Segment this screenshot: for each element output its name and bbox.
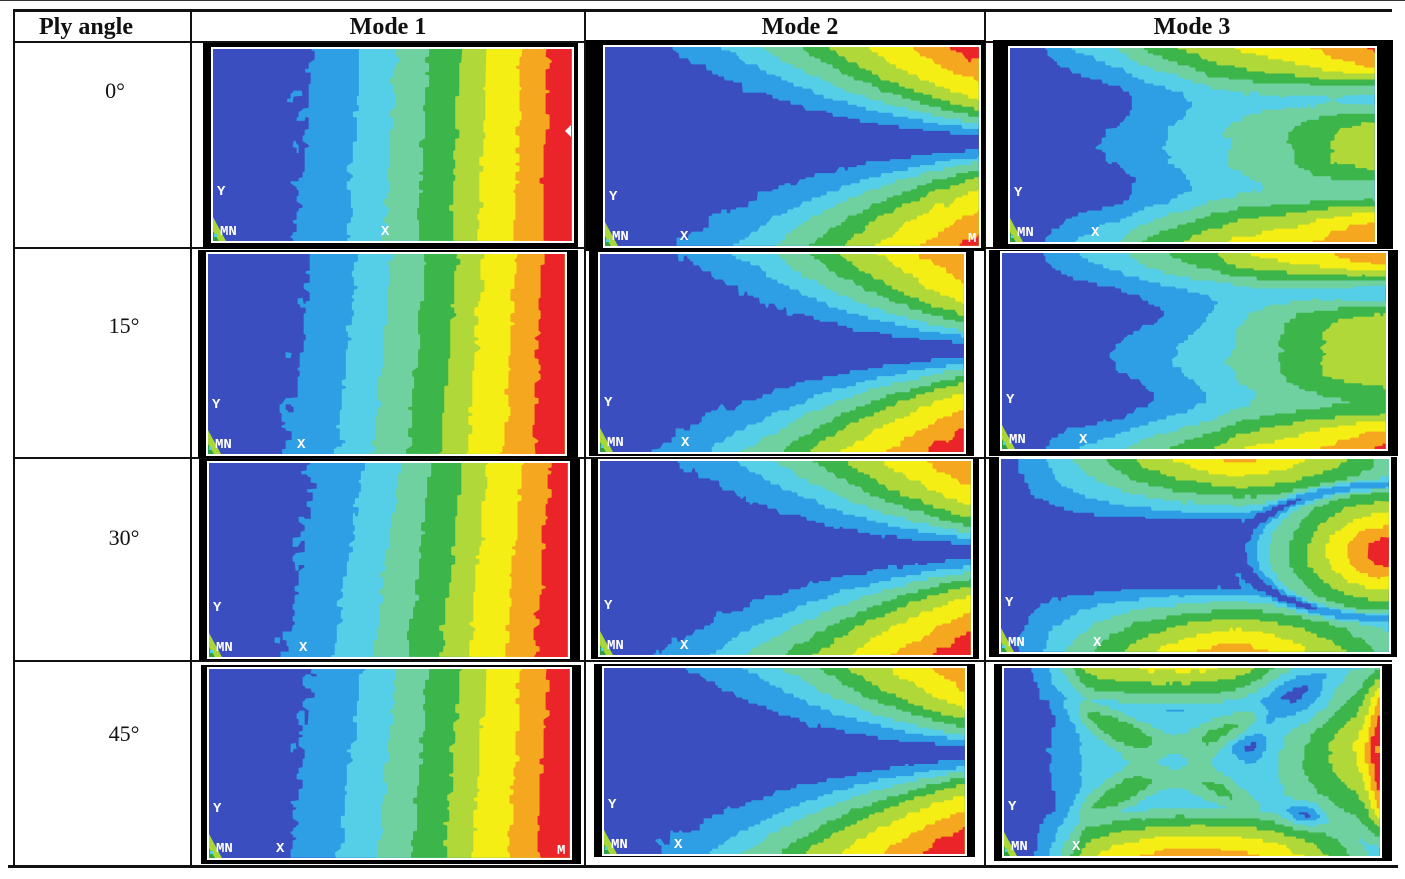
svg-text:Y: Y [217, 184, 226, 200]
svg-text:MN: MN [611, 837, 628, 853]
svg-text:X: X [381, 224, 390, 240]
svg-text:X: X [297, 437, 306, 453]
svg-text:MN: MN [1011, 839, 1028, 855]
svg-text:MN: MN [220, 224, 237, 240]
svg-text:Y: Y [1005, 595, 1014, 611]
svg-text:MN: MN [216, 841, 233, 857]
svg-text:X: X [1093, 635, 1102, 651]
svg-text:X: X [674, 837, 683, 853]
svg-text:X: X [680, 638, 689, 654]
svg-text:X: X [681, 435, 690, 451]
svg-text:Y: Y [609, 189, 618, 205]
svg-text:MN: MN [1008, 635, 1025, 651]
svg-text:MN: MN [1009, 432, 1026, 448]
svg-text:M: M [968, 231, 976, 246]
svg-text:MN: MN [1017, 225, 1034, 241]
svg-text:Y: Y [604, 598, 613, 614]
svg-text:MN: MN [607, 435, 624, 451]
svg-text:Y: Y [608, 797, 617, 813]
svg-text:X: X [1091, 225, 1100, 241]
svg-text:Y: Y [212, 397, 221, 413]
svg-text:X: X [276, 841, 285, 857]
svg-text:Y: Y [1014, 185, 1023, 201]
svg-text:Y: Y [1006, 392, 1015, 408]
svg-text:X: X [299, 640, 308, 656]
svg-text:X: X [1072, 839, 1081, 855]
svg-text:X: X [680, 229, 689, 245]
svg-text:MN: MN [612, 229, 629, 245]
svg-text:MN: MN [607, 638, 624, 654]
svg-text:Y: Y [213, 600, 222, 616]
svg-text:X: X [1079, 432, 1088, 448]
svg-text:Y: Y [1008, 799, 1017, 815]
svg-text:Y: Y [213, 801, 222, 817]
svg-text:M: M [557, 843, 565, 858]
svg-text:Y: Y [604, 395, 613, 411]
svg-text:MN: MN [215, 437, 232, 453]
svg-text:MN: MN [216, 640, 233, 656]
